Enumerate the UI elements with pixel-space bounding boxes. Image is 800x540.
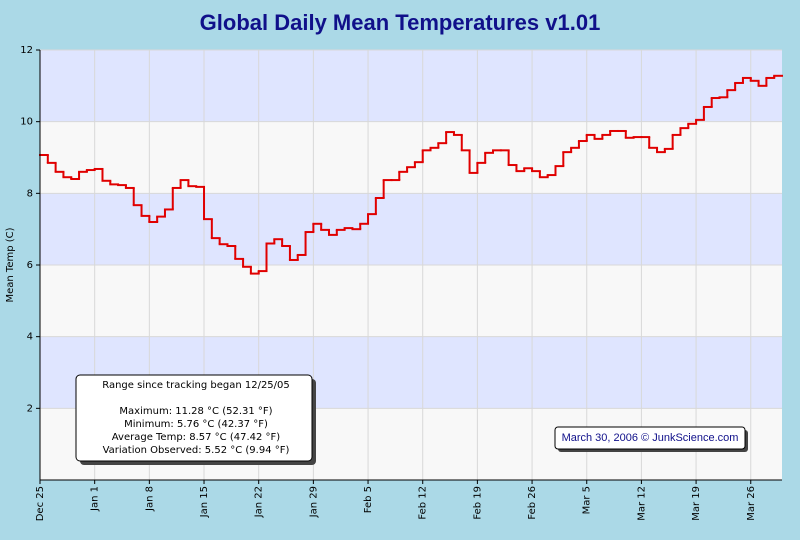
band (40, 121, 782, 194)
x-tick-label: Feb 12 (418, 486, 429, 520)
x-tick-label: Mar 12 (636, 486, 647, 521)
x-tick-label: Jan 22 (254, 486, 265, 518)
note-line: Average Temp: 8.57 °C (47.42 °F) (112, 432, 281, 443)
band (40, 265, 782, 337)
bands (40, 50, 782, 480)
y-tick-label: 6 (27, 260, 33, 271)
x-tick-label: Feb 5 (363, 486, 374, 513)
y-axis-label: Mean Temp (C) (5, 227, 16, 302)
credit: March 30, 2006 © JunkScience.com (562, 432, 739, 444)
box (75, 374, 313, 462)
x-tick-label: Mar 5 (582, 486, 593, 514)
y-tick-label: 10 (20, 117, 33, 128)
x-tick-label: Dec 25 (35, 486, 46, 521)
x-tick-label: Feb 19 (472, 486, 483, 520)
box (554, 426, 746, 450)
x-tick-label: Jan 1 (90, 486, 101, 512)
x-tick-label: Mar 26 (746, 486, 757, 521)
axes: 2 4 6 8 10 12 Dec 25 Jan 1 Jan 8 Jan 15 Jan 22 Jan … (20, 45, 782, 521)
band (40, 50, 782, 122)
note-line: Variation Observed: 5.52 °C (9.94 °F) (103, 445, 290, 456)
y-tick-label: 4 (27, 332, 33, 343)
x-tick-label: Jan 15 (199, 486, 210, 518)
y-tick-label: 8 (27, 188, 33, 199)
y-tick-label: 2 (27, 403, 33, 414)
credit-box: March 30, 2006 © JunkScience.com (554, 426, 748, 452)
note-line: Range since tracking began 12/25/05 (102, 380, 290, 391)
band (40, 193, 782, 265)
range-box: Range since tracking began 12/25/05 Maxi… (75, 374, 316, 465)
plot (39, 74, 783, 275)
x-tick-label: Mar 19 (691, 486, 702, 521)
x-tick-label: Jan 8 (144, 486, 155, 512)
chart-title: Global Daily Mean Temperatures v1.01 (200, 10, 601, 35)
note-line: Minimum: 5.76 °C (42.37 °F) (124, 419, 268, 430)
note-line: Maximum: 11.28 °C (52.31 °F) (119, 406, 272, 417)
x-tick-label: Feb 26 (527, 486, 538, 520)
x-tick-label: Jan 29 (308, 486, 319, 518)
y-tick-label: 12 (20, 45, 33, 56)
